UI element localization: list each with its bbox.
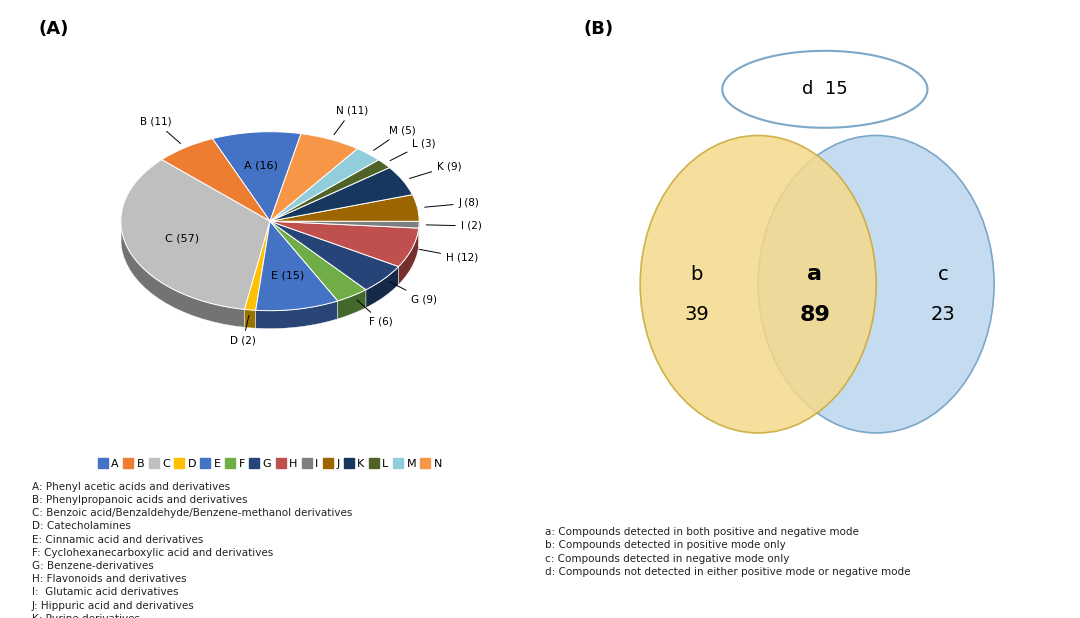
Wedge shape	[244, 221, 270, 310]
Text: G (9): G (9)	[390, 282, 436, 304]
Polygon shape	[244, 310, 256, 328]
Text: N (11): N (11)	[334, 106, 368, 135]
Text: B (11): B (11)	[139, 117, 180, 143]
Text: a: a	[807, 265, 822, 284]
Text: H (12): H (12)	[419, 249, 478, 263]
Text: A: Phenyl acetic acids and derivatives
B: Phenylpropanoic acids and derivatives
: A: Phenyl acetic acids and derivatives B…	[31, 482, 352, 618]
Polygon shape	[121, 227, 244, 328]
Text: 39: 39	[685, 305, 708, 324]
Text: d  15: d 15	[802, 80, 848, 98]
Text: E (15): E (15)	[271, 271, 303, 281]
Ellipse shape	[723, 51, 928, 128]
Wedge shape	[270, 195, 419, 221]
Wedge shape	[213, 132, 301, 221]
Wedge shape	[256, 221, 338, 311]
Text: L (3): L (3)	[390, 138, 436, 161]
Wedge shape	[270, 221, 419, 266]
Text: c: c	[937, 265, 948, 284]
Polygon shape	[399, 228, 419, 284]
Wedge shape	[121, 159, 270, 310]
Text: b: b	[690, 265, 703, 284]
Text: 89: 89	[799, 305, 831, 324]
Wedge shape	[270, 221, 366, 301]
Text: J (8): J (8)	[424, 198, 480, 208]
Legend: A, B, C, D, E, F, G, H, I, J, K, L, M, N: A, B, C, D, E, F, G, H, I, J, K, L, M, N	[93, 454, 447, 473]
Wedge shape	[270, 167, 413, 221]
Text: a: Compounds detected in both positive and negative mode
b: Compounds detected i: a: Compounds detected in both positive a…	[545, 527, 910, 577]
Wedge shape	[270, 149, 379, 221]
Text: D (2): D (2)	[230, 315, 256, 346]
Polygon shape	[338, 290, 366, 319]
Text: K (9): K (9)	[409, 161, 461, 179]
Ellipse shape	[640, 135, 876, 433]
Wedge shape	[162, 138, 270, 221]
Text: (A): (A)	[39, 20, 69, 38]
Wedge shape	[270, 133, 357, 221]
Text: A (16): A (16)	[244, 161, 279, 171]
Wedge shape	[270, 221, 399, 290]
Wedge shape	[270, 221, 419, 228]
Polygon shape	[256, 301, 338, 329]
Wedge shape	[270, 160, 390, 221]
Text: (B): (B)	[584, 20, 613, 38]
Text: C (57): C (57)	[165, 234, 200, 243]
Polygon shape	[366, 266, 399, 308]
Text: I (2): I (2)	[427, 221, 482, 231]
Ellipse shape	[758, 135, 994, 433]
Text: M (5): M (5)	[374, 125, 416, 150]
Text: 23: 23	[931, 305, 955, 324]
Text: F (6): F (6)	[357, 300, 393, 327]
